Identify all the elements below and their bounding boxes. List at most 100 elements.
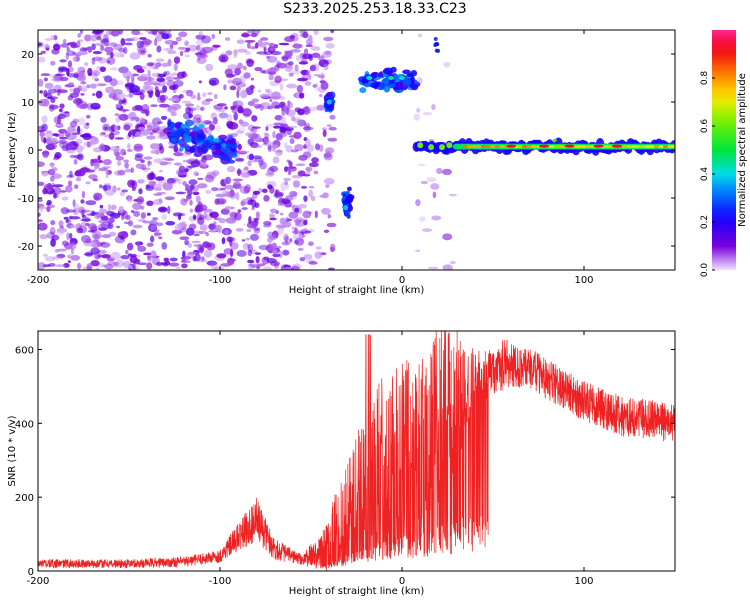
colorbar-tick-label: 0.8 — [700, 71, 710, 86]
heatmap-noise-cell — [215, 125, 221, 132]
heatmap-noise-cell — [182, 152, 190, 157]
heatmap-noise-cell — [124, 42, 133, 46]
heatmap-noise-cell — [90, 259, 100, 267]
strong-band-peak — [631, 145, 638, 149]
heatmap-noise-cell — [177, 169, 188, 178]
heatmap-noise-cell — [38, 198, 43, 203]
heatmap-noise-cell — [99, 204, 104, 209]
heatmap-noise-cell — [97, 254, 103, 258]
heatmap-noise-cell — [38, 262, 46, 270]
heatmap-noise-cell — [214, 224, 222, 233]
heatmap-noise-cell — [253, 217, 260, 221]
strong-band-peak — [640, 145, 647, 149]
heatmap-noise-cell — [38, 56, 46, 63]
heatmap-noise-cell — [322, 129, 327, 138]
heatmap-noise-cell — [95, 267, 100, 270]
heatmap-noise-cell — [146, 135, 156, 140]
heatmap-noise-cell — [164, 158, 175, 162]
heatmap-noise-cell — [185, 103, 195, 107]
heatmap-noise-cell — [96, 212, 101, 218]
heatmap-noise-cell — [133, 210, 141, 217]
heatmap-noise-cell — [58, 136, 69, 140]
heatmap-noise-cell — [105, 86, 115, 94]
heatmap-noise-cell — [296, 77, 308, 82]
strong-band-peak — [644, 145, 651, 149]
heatmap-noise-cell — [101, 234, 111, 239]
heatmap-noise-cell — [161, 213, 167, 220]
heatmap-noise-cell — [292, 43, 303, 49]
heatmap-noise-cell — [98, 208, 108, 214]
heatmap-noise-cell — [153, 198, 163, 206]
heatmap-noise-cell — [153, 65, 159, 70]
blob-cell — [346, 213, 351, 219]
heatmap-noise-cell — [96, 83, 107, 87]
top-x-tick-label: -100 — [209, 275, 232, 286]
heatmap-noise-cell — [93, 233, 100, 242]
heatmap-noise-cell — [175, 191, 187, 195]
heatmap-noise-cell — [431, 215, 442, 221]
heatmap-noise-cell — [117, 160, 122, 166]
colorbar-tick-label: 0.2 — [700, 215, 710, 229]
heatmap-noise-cell — [77, 125, 81, 134]
heatmap-noise-cell — [85, 181, 91, 185]
heatmap-noise-cell — [247, 138, 254, 145]
heatmap-noise-cell — [181, 223, 188, 228]
heatmap-noise-cell — [226, 166, 236, 173]
heatmap-noise-cell — [140, 49, 146, 54]
heatmap-noise-cell — [218, 107, 226, 113]
heatmap-noise-cell — [120, 254, 130, 260]
strong-band-peak — [553, 145, 560, 149]
heatmap-noise-cell — [201, 256, 205, 262]
heatmap-noise-cell — [286, 159, 290, 163]
heatmap-noise-cell — [297, 203, 307, 209]
heatmap-noise-cell — [279, 217, 286, 225]
heatmap-noise-cell — [199, 224, 208, 231]
heatmap-noise-cell — [230, 133, 239, 137]
heatmap-noise-cell — [91, 231, 102, 240]
heatmap-noise-cell — [114, 137, 124, 140]
heatmap-noise-cell — [266, 258, 277, 264]
heatmap-noise-cell — [115, 103, 122, 109]
heatmap-noise-cell — [85, 114, 91, 119]
band-cell — [183, 135, 194, 143]
heatmap-noise-cell — [125, 94, 131, 98]
heatmap-noise-cell — [323, 63, 329, 71]
heatmap-noise-cell — [190, 160, 201, 168]
heatmap-noise-cell — [197, 92, 201, 99]
bottom-x-tick-label: 0 — [399, 576, 405, 587]
heatmap-noise-cell — [146, 124, 153, 131]
heatmap-noise-cell — [272, 156, 280, 164]
heatmap-noise-cell — [419, 216, 426, 222]
heatmap-noise-cell — [267, 89, 272, 97]
heatmap-noise-cell — [233, 49, 238, 56]
band-cell — [184, 119, 194, 127]
heatmap-noise-cell — [137, 179, 145, 184]
heatmap-noise-cell — [73, 87, 81, 95]
heatmap-noise-cell — [266, 141, 275, 148]
heatmap-noise-cell — [288, 61, 294, 66]
heatmap-noise-cell — [278, 42, 290, 46]
heatmap-noise-cell — [161, 62, 169, 68]
heatmap-noise-cell — [278, 250, 283, 259]
heatmap-noise-cell — [265, 123, 276, 128]
heatmap-noise-cell — [98, 167, 108, 172]
heatmap-noise-cell — [84, 253, 94, 256]
heatmap-noise-cell — [235, 130, 244, 135]
heatmap-noise-cell — [236, 90, 240, 99]
heatmap-noise-cell — [80, 167, 90, 173]
heatmap-noise-cell — [292, 232, 300, 241]
heatmap-noise-cell — [252, 155, 263, 160]
strong-band-peak — [672, 145, 675, 149]
heatmap-noise-cell — [130, 167, 134, 174]
band-cell — [190, 145, 200, 153]
heatmap-noise-cell — [281, 55, 289, 62]
heatmap-noise-cell — [58, 220, 64, 227]
heatmap-noise-cell — [87, 46, 93, 53]
heatmap-noise-cell — [100, 44, 105, 52]
heatmap-noise-cell — [237, 106, 244, 114]
strong-band-peak — [521, 145, 528, 149]
strong-band-peak — [467, 145, 474, 149]
heatmap-noise-cell — [176, 266, 181, 269]
heatmap-noise-cell — [267, 105, 273, 110]
heatmap-noise-cell — [121, 189, 129, 193]
